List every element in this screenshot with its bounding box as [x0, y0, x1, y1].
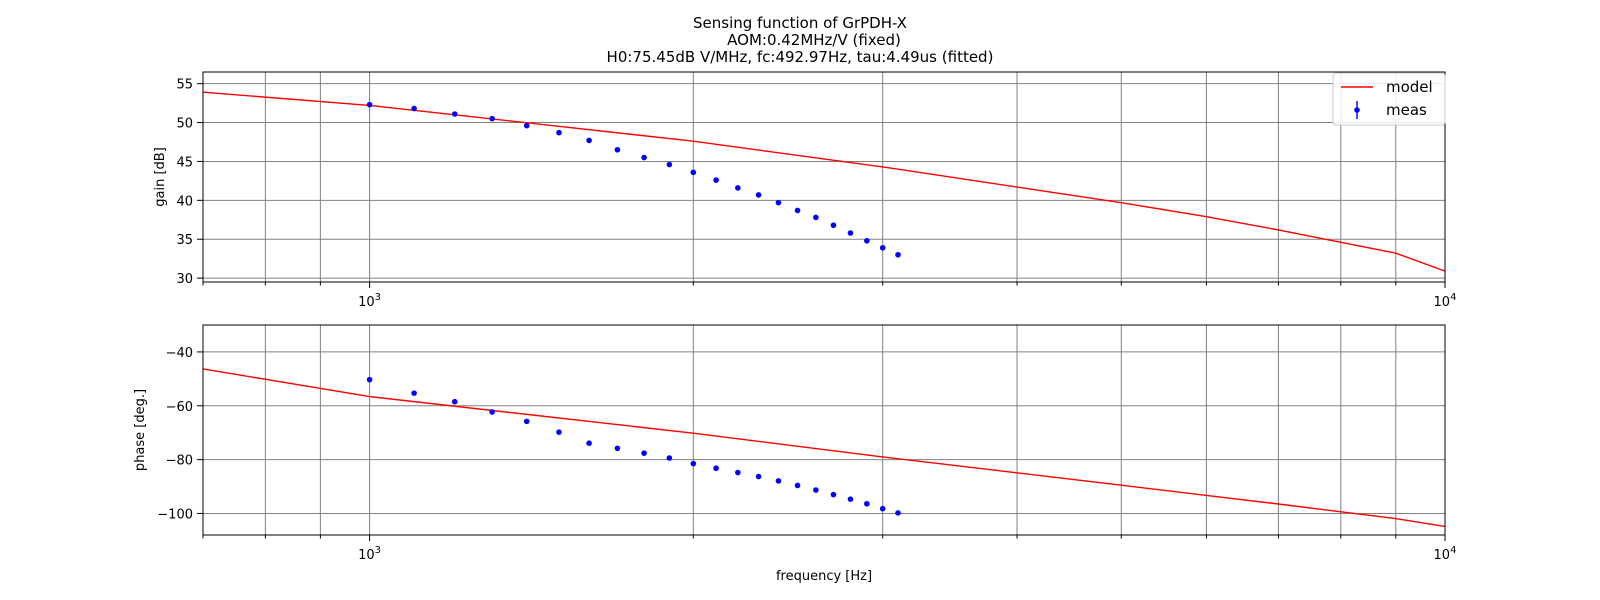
legend-label-model: model	[1386, 78, 1433, 96]
data-point-meas	[523, 418, 530, 425]
y-axis-label: gain [dB]	[153, 147, 168, 207]
data-point-meas	[794, 207, 801, 214]
data-point-meas	[366, 101, 373, 108]
data-point-meas	[864, 500, 870, 507]
series-line-model	[203, 368, 1445, 528]
data-point-meas	[735, 185, 741, 191]
series-line-model	[203, 91, 1445, 272]
y-tick-label: 30	[176, 272, 193, 287]
data-point-meas	[895, 251, 901, 258]
data-point-meas	[755, 192, 762, 198]
y-tick-label: 50	[176, 117, 193, 132]
axes-frame	[202, 324, 1446, 536]
data-point-meas	[641, 450, 647, 456]
x-tick-label: 104	[1434, 545, 1457, 563]
y-tick-label: 35	[176, 233, 193, 248]
data-point-meas	[830, 491, 837, 498]
x-tick-label: 103	[358, 545, 381, 563]
data-point-meas	[451, 398, 458, 405]
data-point-meas	[586, 137, 592, 144]
data-point-meas	[489, 115, 495, 122]
data-point-meas	[847, 496, 854, 502]
data-point-meas	[451, 111, 458, 117]
data-point-meas	[556, 129, 562, 136]
data-point-meas	[411, 390, 417, 396]
chart-subtitle-1: AOM:0.42MHz/V (fixed)	[727, 31, 901, 49]
data-point-meas	[864, 237, 870, 244]
data-point-meas	[586, 440, 592, 446]
y-tick-label: 45	[176, 155, 193, 170]
data-point-meas	[614, 146, 621, 153]
y-tick-label: −100	[157, 507, 193, 522]
data-point-meas	[813, 487, 819, 493]
axes-frame	[202, 71, 1446, 283]
data-point-meas	[690, 460, 697, 467]
y-tick-label: −60	[166, 400, 193, 415]
data-point-meas	[366, 376, 373, 383]
chart-subtitle-2: H0:75.45dB V/MHz, fc:492.97Hz, tau:4.49u…	[606, 48, 994, 66]
chart-title: Sensing function of GrPDH-X	[693, 14, 907, 32]
data-point-meas	[666, 455, 673, 461]
data-point-meas	[775, 478, 782, 484]
data-point-meas	[690, 169, 697, 176]
data-point-meas	[895, 510, 901, 516]
data-point-meas	[755, 473, 762, 480]
data-point-meas	[614, 445, 621, 452]
data-point-meas	[523, 122, 530, 129]
data-point-meas	[794, 482, 801, 489]
x-axis-label: frequency [Hz]	[776, 569, 872, 584]
data-point-meas	[556, 429, 562, 435]
data-point-meas	[813, 214, 819, 221]
data-point-meas	[879, 505, 886, 512]
legend-swatch-meas	[1354, 107, 1360, 113]
data-point-meas	[775, 199, 782, 206]
y-axis-label: phase [deg.]	[133, 389, 148, 471]
legend-box	[1332, 72, 1446, 126]
data-point-meas	[830, 222, 837, 229]
data-point-meas	[713, 465, 719, 472]
y-tick-label: 55	[176, 78, 193, 93]
data-point-meas	[489, 409, 495, 415]
data-point-meas	[641, 154, 647, 161]
data-point-meas	[411, 105, 417, 112]
legend-label-meas: meas	[1386, 101, 1427, 119]
y-tick-label: −80	[166, 454, 193, 469]
data-point-meas	[735, 469, 741, 476]
data-point-meas	[847, 230, 854, 236]
y-tick-label: 40	[176, 194, 193, 209]
data-point-meas	[879, 244, 886, 251]
data-point-meas	[713, 177, 719, 183]
data-point-meas	[666, 161, 673, 168]
y-tick-label: −40	[166, 346, 193, 361]
x-tick-label: 103	[358, 292, 381, 310]
x-tick-label: 104	[1434, 292, 1457, 310]
